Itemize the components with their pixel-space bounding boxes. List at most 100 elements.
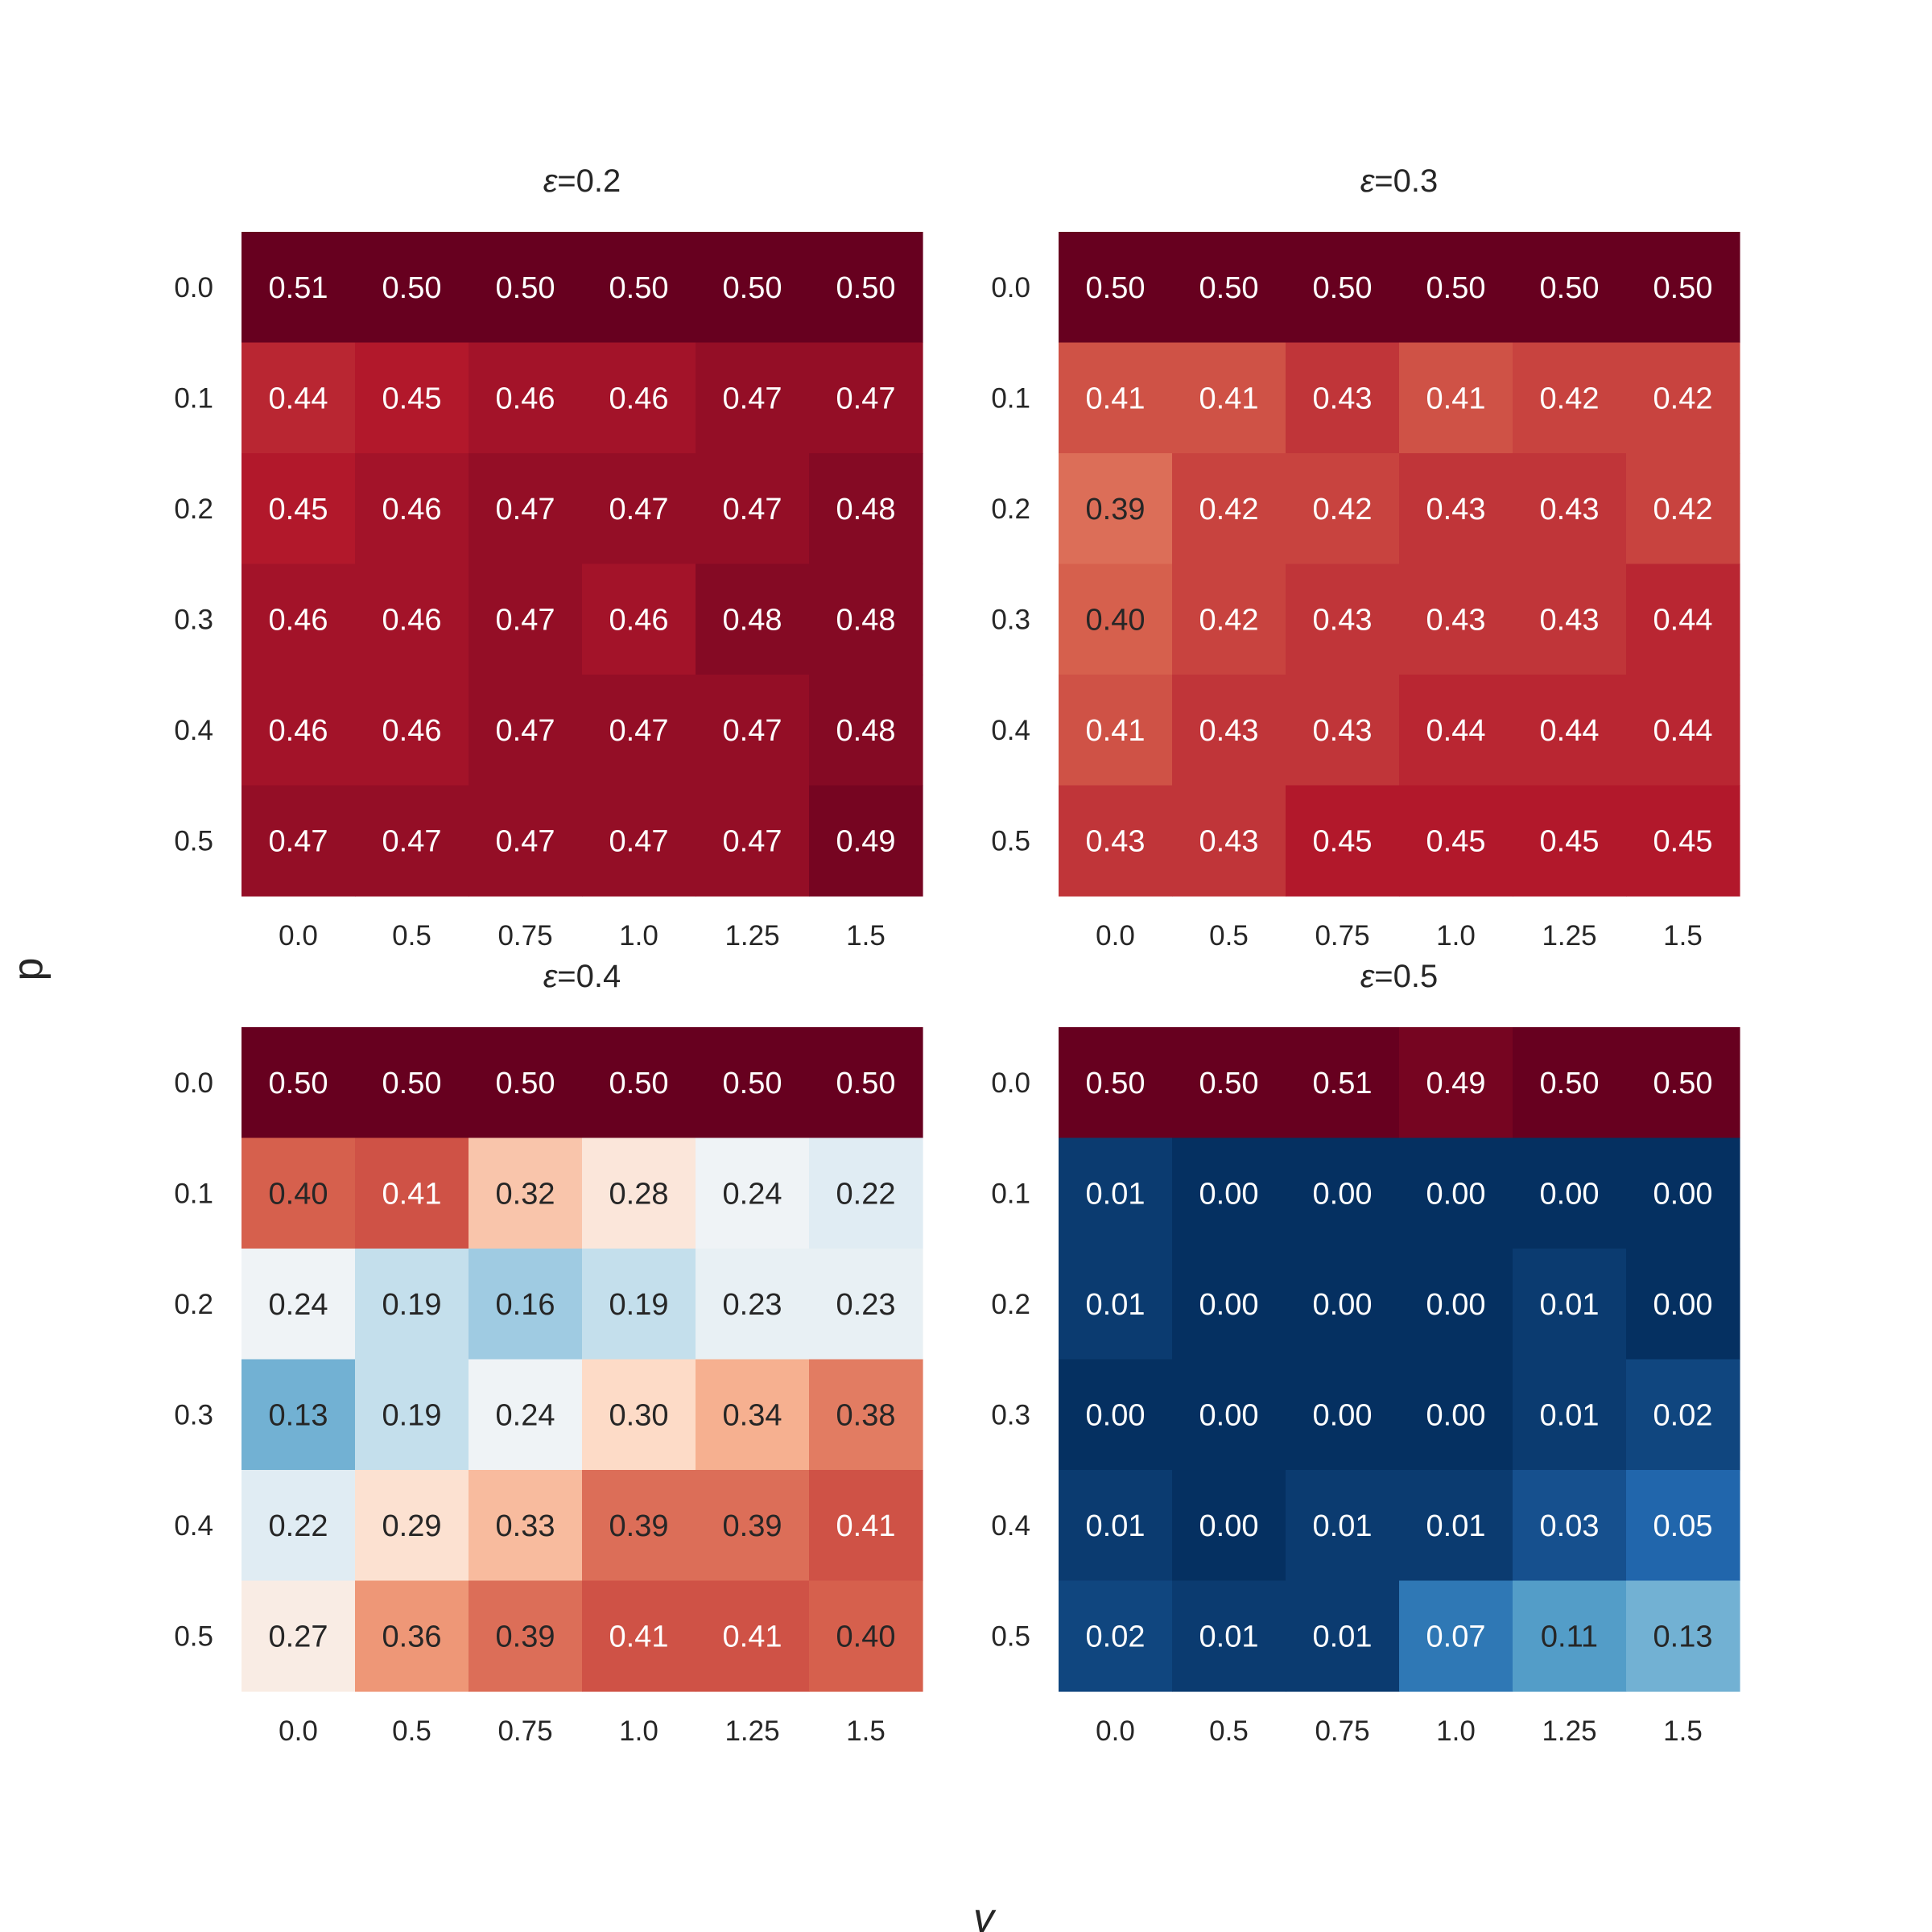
heatmap-cell — [355, 1027, 469, 1139]
cell-value-label: 0.23 — [723, 1288, 782, 1322]
cell-value-label: 0.50 — [382, 271, 442, 305]
heatmap-cell — [469, 232, 583, 344]
cell-value-label: 0.11 — [1541, 1620, 1598, 1653]
heatmap-cell — [242, 1249, 356, 1360]
heatmap-cell — [1399, 564, 1513, 675]
y-tick-label: 0.2 — [991, 493, 1030, 525]
y-tick-label: 0.0 — [174, 1067, 213, 1099]
heatmap-cell — [242, 564, 356, 675]
cell-value-label: 0.43 — [1199, 714, 1259, 748]
cell-value-label: 0.44 — [269, 382, 328, 415]
y-tick-label: 0.1 — [174, 1178, 213, 1209]
heatmap-cell — [1059, 564, 1173, 675]
cell-value-label: 0.50 — [836, 271, 896, 305]
heatmap-cell — [1513, 564, 1627, 675]
heatmap-cell — [355, 1580, 469, 1692]
heatmap-cell — [1399, 1137, 1513, 1249]
heatmap-cell — [1626, 1027, 1740, 1139]
cell-value-label: 0.41 — [836, 1509, 896, 1543]
cell-value-label: 0.24 — [723, 1177, 782, 1211]
heatmap-cell — [1172, 1359, 1286, 1471]
cell-value-label: 0.50 — [1540, 1067, 1600, 1100]
cell-value-label: 0.44 — [1426, 714, 1486, 748]
y-tick-label: 0.1 — [991, 382, 1030, 414]
cell-value-label: 0.01 — [1199, 1620, 1259, 1653]
heatmap-cell — [1286, 232, 1400, 344]
cell-value-label: 0.41 — [609, 1620, 669, 1653]
heatmap-cell — [1513, 232, 1627, 344]
heatmap-cell — [1172, 1470, 1286, 1582]
heatmap-cell — [469, 453, 583, 565]
cell-value-label: 0.47 — [269, 824, 328, 858]
heatmap-cell — [1626, 342, 1740, 454]
cell-value-label: 0.00 — [1653, 1177, 1713, 1211]
heatmap-cell — [696, 564, 810, 675]
heatmap-cell — [696, 453, 810, 565]
cell-value-label: 0.49 — [836, 824, 896, 858]
heatmap-cell — [1172, 453, 1286, 565]
cell-value-label: 0.47 — [609, 714, 669, 748]
heatmap-cell — [355, 1137, 469, 1249]
cell-value-label: 0.50 — [269, 1067, 328, 1100]
y-tick-label: 0.4 — [174, 715, 213, 746]
heatmap-cell — [1513, 342, 1627, 454]
cell-value-label: 0.41 — [382, 1177, 442, 1211]
cell-value-label: 0.45 — [1426, 824, 1486, 858]
cell-value-label: 0.03 — [1540, 1509, 1600, 1543]
cell-value-label: 0.13 — [269, 1398, 328, 1432]
heatmap-cell — [1059, 1027, 1173, 1139]
cell-value-label: 0.40 — [836, 1620, 896, 1653]
heatmap-cell — [809, 1580, 923, 1692]
heatmap-cell — [696, 1027, 810, 1139]
cell-value-label: 0.01 — [1086, 1288, 1146, 1322]
heatmap-cell — [1059, 232, 1173, 344]
heatmap-cell — [1286, 453, 1400, 565]
cell-value-label: 0.13 — [1653, 1620, 1713, 1653]
heatmap-cell — [1172, 1580, 1286, 1692]
cell-value-label: 0.42 — [1540, 382, 1600, 415]
x-tick-label: 1.0 — [1436, 1715, 1476, 1747]
cell-value-label: 0.01 — [1313, 1620, 1373, 1653]
heatmap-cell — [1059, 1470, 1173, 1582]
heatmap-cell — [1626, 232, 1740, 344]
heatmap-cell — [242, 453, 356, 565]
heatmap-cell — [1626, 453, 1740, 565]
cell-value-label: 0.45 — [269, 493, 328, 526]
heatmap-cell — [1059, 675, 1173, 786]
y-tick-label: 0.4 — [991, 715, 1030, 746]
x-tick-label: 1.25 — [1542, 920, 1596, 952]
cell-value-label: 0.41 — [1199, 382, 1259, 415]
x-tick-label: 1.0 — [619, 1715, 658, 1747]
cell-value-label: 0.43 — [1426, 493, 1486, 526]
cell-value-label: 0.45 — [382, 382, 442, 415]
x-tick-label: 0.75 — [1315, 1715, 1369, 1747]
heatmap-cell — [1399, 1027, 1513, 1139]
y-axis-label: p — [5, 958, 52, 981]
x-tick-label: 0.5 — [1209, 920, 1249, 952]
panel-title-value: =0.4 — [557, 959, 621, 994]
x-tick-label: 1.25 — [724, 920, 779, 952]
cell-value-label: 0.43 — [1540, 603, 1600, 637]
cell-value-label: 0.41 — [1086, 714, 1146, 748]
cell-value-label: 0.50 — [723, 1067, 782, 1100]
cell-value-label: 0.34 — [723, 1398, 782, 1432]
heatmap-cell — [242, 1359, 356, 1471]
heatmap-panel: ε=0.2 0.51 0.50 0.50 0.50 0.50 0.50 0.44 0.45 0.4… — [174, 163, 923, 952]
x-tick-label: 0.0 — [1096, 1715, 1135, 1747]
cell-value-label: 0.43 — [1313, 382, 1373, 415]
heatmap-cell — [1626, 1580, 1740, 1692]
cell-value-label: 0.44 — [1540, 714, 1600, 748]
heatmap-cell — [696, 1470, 810, 1582]
cell-value-label: 0.00 — [1086, 1398, 1146, 1432]
heatmap-cell — [1059, 785, 1173, 897]
x-axis-label: γ — [973, 1895, 997, 1932]
cell-value-label: 0.00 — [1313, 1398, 1373, 1432]
cell-value-label: 0.46 — [496, 382, 555, 415]
x-tick-label: 1.0 — [619, 920, 658, 952]
cell-value-label: 0.47 — [609, 824, 669, 858]
cell-value-label: 0.46 — [382, 714, 442, 748]
cell-value-label: 0.42 — [1653, 382, 1713, 415]
heatmap-cell — [582, 1249, 696, 1360]
y-tick-label: 0.3 — [991, 604, 1030, 635]
heatmap-cell — [355, 1359, 469, 1471]
